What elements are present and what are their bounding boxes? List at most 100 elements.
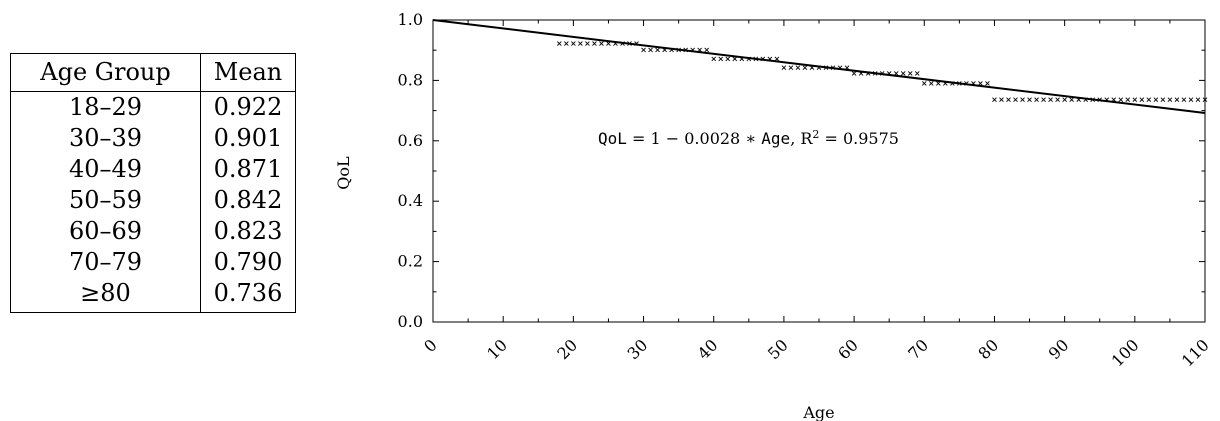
table-row: 50–59 0.842 [10,185,296,216]
table-cell-age-group: 60–69 [10,216,201,247]
data-point [795,65,801,71]
annotation-r2-superscript: 2 [812,128,819,141]
table-cell-mean: 0.736 [200,278,296,313]
data-point [781,65,787,71]
data-point [985,81,990,86]
data-point [1174,97,1180,103]
data-point [732,56,738,62]
data-point [1069,97,1074,103]
data-point [655,47,660,53]
data-point [592,41,597,46]
x-tick-label: 40 [694,335,722,363]
data-point [599,41,604,46]
x-tick-label: 0 [420,335,441,356]
data-point [1160,97,1166,103]
y-tick-label: 0.0 [398,312,423,331]
table-cell-age-group: ≥80 [10,278,201,313]
data-point [1195,97,1201,103]
y-tick-label: 0.8 [398,70,423,89]
data-point [1118,97,1124,103]
data-point [1055,97,1060,103]
data-point [921,81,927,86]
data-point [585,41,590,46]
annotation-equation: = 1 − 0.0028 ∗ [627,129,761,148]
x-tick-label: 60 [834,335,862,363]
data-point [1041,97,1046,103]
data-point [1125,97,1131,103]
table-header-mean: Mean [200,53,296,92]
annotation-var-left: QoL [598,129,627,148]
data-point [1034,97,1039,103]
x-tick-label: 110 [1178,335,1213,370]
data-point [907,71,913,76]
fit-equation-annotation: QoL = 1 − 0.0028 ∗ Age, R2 = 0.9575 [598,128,899,149]
data-point [1139,97,1145,103]
table-cell-mean: 0.922 [200,91,296,123]
data-point [718,56,724,62]
data-point [999,97,1004,103]
data-point [935,81,941,86]
data-point [802,65,808,71]
y-tick-label: 0.4 [398,191,423,210]
data-point [1006,97,1011,103]
data-point [788,65,794,71]
x-tick-label: 70 [904,335,932,363]
x-tick-label: 50 [764,335,792,363]
fit-line [432,19,1206,115]
data-point [1048,97,1053,103]
data-point [900,71,906,76]
data-point [711,56,717,62]
data-point [557,41,562,46]
data-point [978,81,983,86]
table-row: ≥80 0.736 [10,278,296,313]
table-cell-age-group: 18–29 [10,91,201,123]
data-point [641,47,646,53]
annotation-r2-value: = 0.9575 [819,129,899,148]
x-tick-label: 90 [1045,335,1073,363]
data-point [928,81,934,86]
age-group-table: Age Group Mean 18–29 0.922 30–39 0.901 40–… [10,53,296,313]
table-header-row: Age Group Mean [10,53,296,92]
data-point [1146,97,1152,103]
data-point [1153,97,1159,103]
y-tick-label: 0.2 [398,252,423,271]
data-point [1062,97,1067,103]
annotation-r2-label: , R [790,129,813,148]
chart-content: 0 10 20 30 40 50 60 70 80 90 100 110 0.0 0.2 0.4 0.6 0.8… [398,10,1213,370]
x-tick-label: 10 [483,335,511,363]
data-point [648,47,653,53]
data-point [1027,97,1032,103]
table-cell-mean: 0.790 [200,247,296,278]
table-row: 60–69 0.823 [10,216,296,247]
table-header-age-group: Age Group [10,53,201,92]
x-tick-label: 100 [1108,335,1143,370]
data-point [1132,97,1138,103]
y-tick-label: 0.6 [398,131,423,150]
data-point [1167,97,1173,103]
table-cell-mean: 0.871 [200,154,296,185]
table-row: 30–39 0.901 [10,123,296,154]
table-cell-mean: 0.842 [200,185,296,216]
y-axis-label: QoL [334,156,353,190]
data-point [578,41,583,46]
data-point [1013,97,1018,103]
data-point [851,71,857,76]
data-point [704,47,710,53]
annotation-var-right: Age [761,129,790,148]
data-point [725,56,731,62]
table-row: 40–49 0.871 [10,154,296,185]
x-axis-label: Age [802,403,834,421]
table-cell-age-group: 30–39 [10,123,201,154]
table-cell-age-group: 40–49 [10,154,201,185]
table-row: 70–79 0.790 [10,247,296,278]
table-cell-age-group: 50–59 [10,185,201,216]
x-tick-label: 20 [553,335,581,363]
plot-frame [432,19,1206,323]
table-cell-mean: 0.823 [200,216,296,247]
data-point [571,41,576,46]
table-row: 18–29 0.922 [10,91,296,123]
y-tick-label: 1.0 [398,10,423,29]
data-point [1181,97,1187,103]
table-cell-mean: 0.901 [200,123,296,154]
